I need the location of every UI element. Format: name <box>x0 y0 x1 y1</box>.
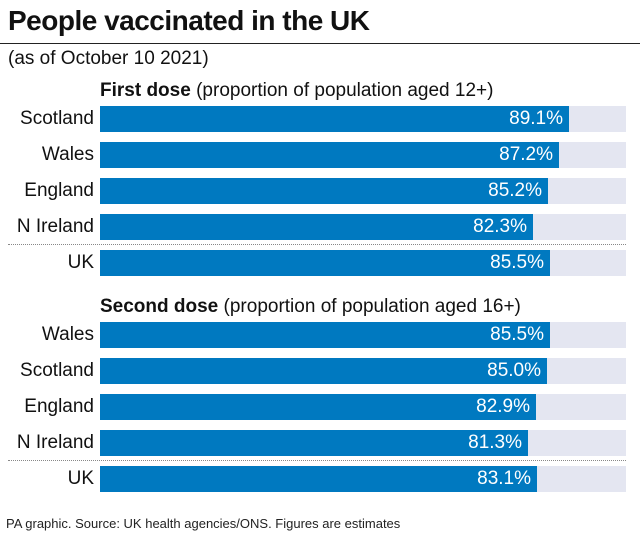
second-dose-heading-bold: Second dose <box>100 296 219 317</box>
bar-row: Scotland 89.1% <box>0 104 640 134</box>
bar-track: 85.0% <box>100 358 626 384</box>
bar <box>100 394 536 420</box>
bar-row: Wales 85.5% <box>0 320 640 350</box>
bar-value-label: 82.3% <box>473 216 527 237</box>
bar <box>100 466 537 492</box>
bar-value-label: 85.0% <box>487 360 541 381</box>
chart-title: People vaccinated in the UK <box>8 5 370 36</box>
category-label: Wales <box>41 324 94 345</box>
category-label: Wales <box>41 144 94 165</box>
bar-value-label: 85.5% <box>490 324 544 345</box>
bar-value-label: 81.3% <box>468 432 522 453</box>
bar <box>100 142 559 168</box>
bar-row: Wales 87.2% <box>0 140 640 170</box>
bar <box>100 214 533 240</box>
category-label: England <box>24 396 94 417</box>
bar-track: 83.1% <box>100 466 626 492</box>
bar-row: England 85.2% <box>0 176 640 206</box>
category-label: UK <box>67 468 94 489</box>
bar-row: N Ireland 82.3% <box>0 212 640 242</box>
bar-track: 87.2% <box>100 142 626 168</box>
bar <box>100 322 550 348</box>
bar-row: UK 83.1% <box>0 464 640 494</box>
category-label: N Ireland <box>16 432 94 453</box>
bar <box>100 178 548 204</box>
title-rule <box>0 43 640 44</box>
second-dose-heading-detail: (proportion of population aged 16+) <box>223 296 521 317</box>
bar-track: 85.2% <box>100 178 626 204</box>
bar-track: 82.3% <box>100 214 626 240</box>
bar <box>100 430 528 456</box>
source-footer: PA graphic. Source: UK health agencies/O… <box>6 516 401 531</box>
bar-row: N Ireland 81.3% <box>0 428 640 458</box>
category-label: England <box>24 180 94 201</box>
bar-value-label: 87.2% <box>499 144 553 165</box>
total-separator <box>8 460 626 461</box>
bar <box>100 358 547 384</box>
bar-track: 85.5% <box>100 322 626 348</box>
second-dose-heading: Second dose (proportion of population ag… <box>100 295 521 319</box>
chart-subtitle: (as of October 10 2021) <box>8 48 209 69</box>
category-label: Scotland <box>20 108 94 129</box>
first-dose-heading: First dose (proportion of population age… <box>100 79 493 103</box>
bar-track: 81.3% <box>100 430 626 456</box>
first-dose-heading-bold: First dose <box>100 80 191 101</box>
bar-track: 82.9% <box>100 394 626 420</box>
bar <box>100 250 550 276</box>
first-dose-heading-detail: (proportion of population aged 12+) <box>196 80 494 101</box>
bar-row: UK 85.5% <box>0 248 640 278</box>
category-label: Scotland <box>20 360 94 381</box>
category-label: UK <box>67 252 94 273</box>
bar-value-label: 85.5% <box>490 252 544 273</box>
bar-value-label: 82.9% <box>476 396 530 417</box>
bar-track: 89.1% <box>100 106 626 132</box>
total-separator <box>8 244 626 245</box>
bar-row: England 82.9% <box>0 392 640 422</box>
bar-value-label: 89.1% <box>509 108 563 129</box>
category-label: N Ireland <box>16 216 94 237</box>
bar-row: Scotland 85.0% <box>0 356 640 386</box>
bar <box>100 106 569 132</box>
bar-value-label: 83.1% <box>477 468 531 489</box>
bar-track: 85.5% <box>100 250 626 276</box>
bar-value-label: 85.2% <box>488 180 542 201</box>
